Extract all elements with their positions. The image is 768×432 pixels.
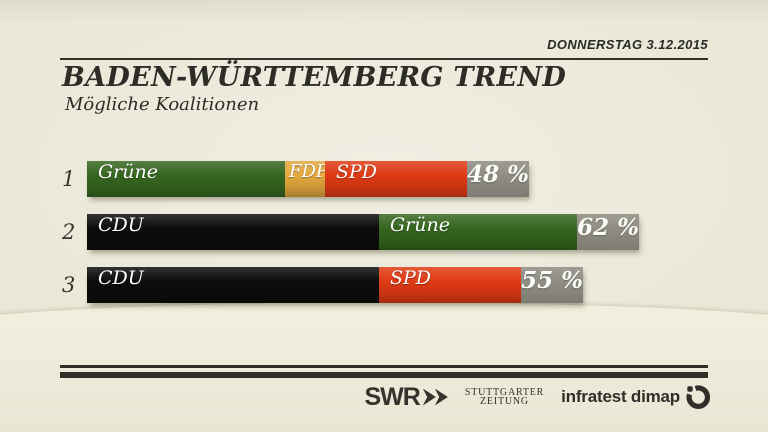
footer-divider-thin	[60, 365, 708, 368]
stuttgarter-zeitung-line1: STUTTGARTER	[464, 386, 545, 398]
segment-label: FDP	[289, 161, 329, 182]
stuttgarter-zeitung-logo: STUTTGARTER ZEITUNG	[464, 386, 545, 407]
chevron-right-icon	[434, 388, 448, 406]
chevron-right-icon	[422, 388, 436, 406]
segment-label: CDU	[98, 267, 144, 289]
rank-label: 3	[62, 273, 76, 297]
stuttgarter-zeitung-line2: ZEITUNG	[480, 396, 529, 407]
bar-segment-gruene: Grüne	[87, 161, 285, 197]
bar-segment-spd: SPD	[379, 267, 521, 303]
coalition-bar: Grüne FDP SPD 48 %	[87, 161, 529, 197]
page-subtitle: Mögliche Koalitionen	[65, 94, 260, 115]
logo-bar: SWR STUTTGARTER ZEITUNG infratest dimap	[365, 383, 710, 412]
bar-segment-fdp: FDP	[285, 161, 329, 197]
swr-chevron-icon	[422, 388, 448, 406]
segment-label: SPD	[390, 267, 432, 289]
bar-segment-spd: SPD	[325, 161, 467, 197]
bar-segment-cdu: CDU	[87, 267, 379, 303]
date-label: DONNERSTAG 3.12.2015	[547, 37, 708, 52]
swr-wordmark: SWR	[364, 382, 421, 411]
rank-label: 2	[62, 220, 76, 244]
coalition-row: 2 CDU Grüne 62 %	[0, 214, 768, 250]
infratest-dimap-logo: infratest dimap	[561, 384, 710, 410]
infratest-dimap-mark-icon	[686, 384, 710, 409]
segment-label: Grüne	[390, 214, 450, 236]
coalition-bar: CDU Grüne 62 %	[87, 214, 639, 250]
footer-divider-thick	[60, 372, 708, 378]
infratest-dimap-wordmark: infratest dimap	[561, 387, 680, 406]
bar-segment-cdu: CDU	[87, 214, 379, 250]
coalition-row: 1 Grüne FDP SPD 48 %	[0, 161, 768, 197]
header-divider	[60, 58, 708, 60]
swr-logo: SWR	[365, 383, 448, 412]
segment-label: Grüne	[98, 161, 158, 183]
total-percentage-box: 55 %	[521, 267, 583, 303]
coalition-row: 3 CDU SPD 55 %	[0, 267, 768, 303]
segment-label: CDU	[98, 214, 144, 236]
bar-segment-gruene: Grüne	[379, 214, 577, 250]
segment-label: SPD	[336, 161, 378, 183]
total-percentage-box: 48 %	[467, 161, 529, 197]
total-percentage-box: 62 %	[577, 214, 639, 250]
page-title: BADEN-WÜRTTEMBERG TREND	[62, 62, 567, 93]
coalition-chart: 1 Grüne FDP SPD 48 % 2 CDU Grüne 62 % 3 CDU SPD 55 %	[0, 161, 768, 320]
rank-label: 1	[62, 167, 76, 191]
coalition-bar: CDU SPD 55 %	[87, 267, 583, 303]
